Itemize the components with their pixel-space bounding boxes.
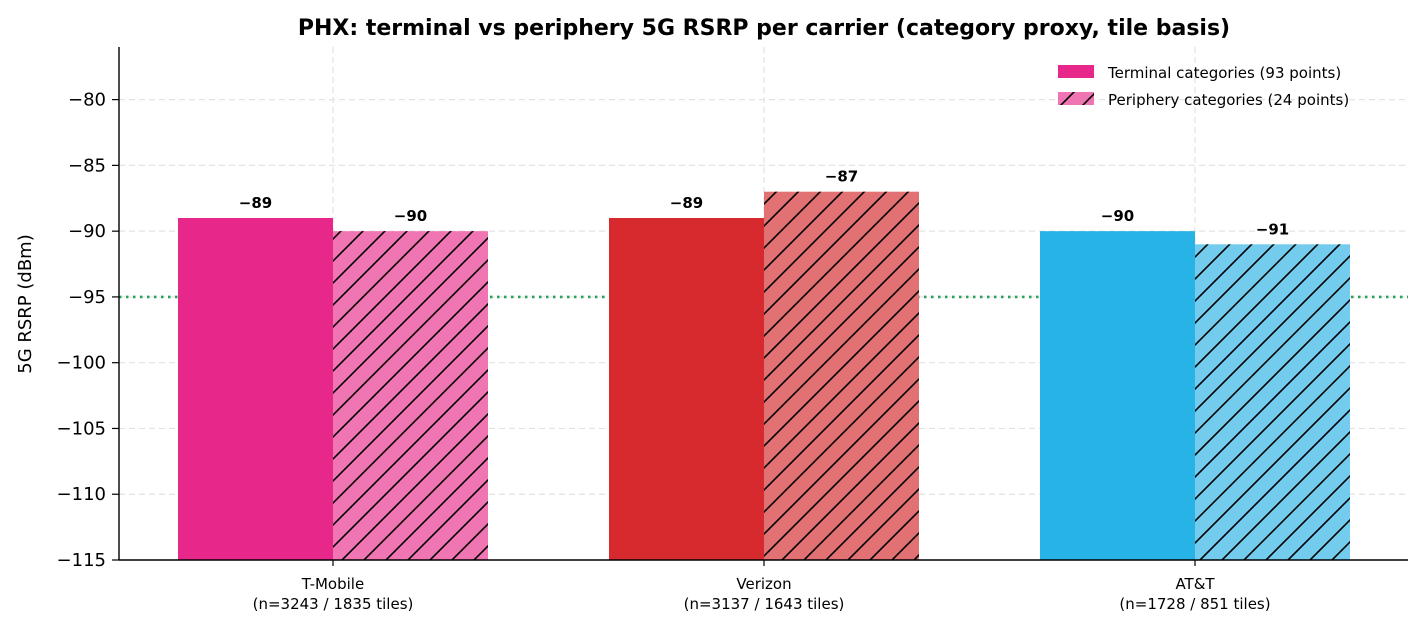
legend-label-terminal: Terminal categories (93 points): [1107, 64, 1341, 82]
x-tick-label-detail: (n=3243 / 1835 tiles): [253, 595, 414, 613]
chart-title: PHX: terminal vs periphery 5G RSRP per c…: [298, 16, 1230, 41]
data-label-terminal-2: −90: [1101, 207, 1134, 225]
x-ticks: T-Mobile (n=3243 / 1835 tiles) Verizon (n=3…: [253, 560, 1271, 613]
y-ticks: −80 −85 −90 −95 −100 −105 −110 −115: [57, 90, 119, 571]
x-tick-label-name: T-Mobile: [301, 575, 364, 593]
x-tick-label-name: Verizon: [736, 575, 791, 593]
legend: Terminal categories (93 points) Peripher…: [1058, 64, 1349, 109]
y-tick-label: −85: [68, 155, 106, 176]
x-tick-label-detail: (n=1728 / 851 tiles): [1119, 595, 1270, 613]
y-tick-label: −95: [68, 287, 106, 308]
y-tick-label: −115: [57, 550, 106, 571]
bar-hatch-1: [764, 191, 919, 560]
y-tick-label: −100: [57, 353, 106, 374]
data-label-periphery-0: −90: [394, 207, 427, 225]
x-tick-label-detail: (n=3137 / 1643 tiles): [684, 595, 845, 613]
data-labels: −89 −89 −90 −90 −87 −91: [239, 168, 1289, 239]
legend-swatch-periphery-hatch: [1058, 92, 1094, 105]
bars: [178, 191, 1350, 561]
bar-terminal-0: [178, 218, 333, 560]
y-tick-label: −105: [57, 418, 106, 439]
x-tick-label-name: AT&T: [1175, 575, 1215, 593]
data-label-periphery-1: −87: [825, 168, 858, 186]
bar-hatch-2: [1195, 244, 1350, 561]
data-label-terminal-0: −89: [239, 194, 272, 212]
legend-label-periphery: Periphery categories (24 points): [1108, 91, 1349, 109]
bar-terminal-1: [609, 218, 764, 560]
bar-terminal-2: [1040, 231, 1195, 560]
y-tick-label: −90: [68, 221, 106, 242]
data-label-terminal-1: −89: [670, 194, 703, 212]
y-tick-label: −110: [57, 484, 106, 505]
bar-hatch-0: [333, 231, 488, 560]
y-axis-label: 5G RSRP (dBm): [15, 234, 36, 374]
legend-swatch-terminal: [1058, 65, 1094, 78]
data-label-periphery-2: −91: [1256, 220, 1289, 238]
y-tick-label: −80: [68, 90, 106, 111]
